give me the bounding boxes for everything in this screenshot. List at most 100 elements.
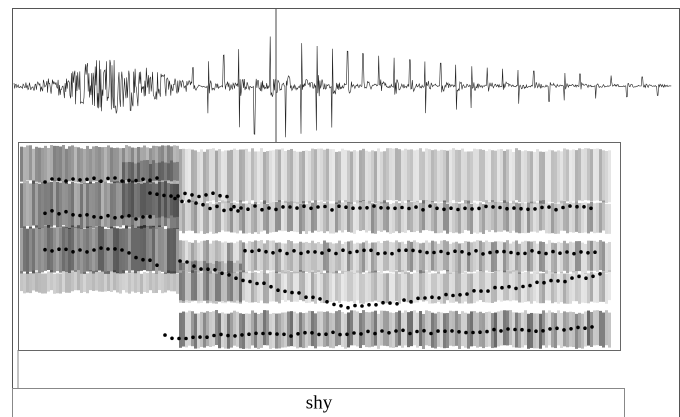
formant-point	[428, 204, 432, 208]
spectral-energy	[254, 202, 257, 233]
spectral-energy	[488, 311, 491, 347]
spectral-energy	[179, 200, 182, 231]
formant-point	[226, 333, 230, 338]
spectral-energy	[56, 145, 59, 181]
spectral-energy	[305, 241, 308, 272]
spectral-energy	[566, 149, 569, 202]
spectral-energy	[74, 226, 77, 272]
spectral-energy	[158, 146, 161, 182]
formant-point	[208, 206, 212, 211]
formant-point	[579, 250, 583, 254]
formant-point	[415, 329, 419, 334]
formant-point	[570, 276, 574, 280]
formant-point	[192, 264, 196, 268]
formant-point	[169, 194, 173, 198]
spectral-energy	[590, 201, 593, 232]
spectral-energy	[533, 201, 536, 232]
formant-point	[218, 193, 222, 198]
spectral-energy	[239, 200, 242, 231]
spectral-energy	[266, 240, 269, 271]
spectral-energy	[440, 240, 443, 271]
spectral-energy	[215, 310, 218, 346]
spectral-energy	[293, 243, 296, 274]
formant-point	[390, 251, 394, 256]
spectral-energy	[521, 203, 524, 234]
spectral-energy	[422, 242, 425, 273]
formant-point	[327, 248, 331, 253]
spectral-energy	[374, 151, 377, 204]
spectral-energy	[314, 313, 317, 349]
spectral-energy	[98, 271, 101, 292]
spectral-energy	[125, 272, 128, 293]
spectral-energy	[35, 225, 38, 271]
spectral-energy	[482, 203, 485, 234]
spectral-energy	[332, 243, 335, 274]
spectral-energy	[593, 272, 596, 303]
formant-point	[586, 251, 590, 255]
spectral-energy	[434, 313, 437, 349]
formant-point	[551, 249, 555, 254]
spectral-energy	[335, 311, 338, 347]
spectral-energy	[212, 311, 215, 347]
formant-point	[499, 329, 503, 333]
spectral-energy	[89, 226, 92, 272]
spectral-energy	[287, 201, 290, 232]
spectral-energy	[350, 202, 353, 233]
spectral-energy	[248, 272, 251, 303]
formant-point	[92, 176, 96, 180]
spectral-energy	[428, 273, 431, 304]
spectral-energy	[152, 145, 155, 181]
formant-point	[339, 304, 343, 308]
formant-point	[376, 251, 380, 256]
spectral-energy	[302, 271, 305, 302]
spectral-energy	[44, 273, 47, 294]
spectral-energy	[125, 225, 128, 271]
spectral-energy	[278, 200, 281, 231]
spectral-energy	[464, 271, 467, 302]
formant-point	[380, 329, 384, 333]
spectral-energy	[47, 182, 50, 228]
spectral-energy	[176, 273, 179, 294]
spectral-energy	[377, 313, 380, 349]
spectral-energy	[137, 272, 140, 293]
spectral-energy	[446, 150, 449, 203]
spectral-energy	[524, 271, 527, 302]
spectral-energy	[158, 181, 161, 227]
spectral-energy	[137, 162, 140, 218]
spectral-energy	[503, 200, 506, 231]
spectral-energy	[317, 202, 320, 233]
spectral-energy	[503, 310, 506, 346]
spectral-energy	[314, 273, 317, 304]
formant-point	[71, 250, 75, 254]
spectral-energy	[191, 200, 194, 231]
formant-point	[43, 247, 47, 252]
spectral-energy	[602, 241, 605, 272]
interval-label[interactable]: shy	[306, 392, 333, 413]
spectral-energy	[254, 240, 257, 271]
spectral-energy	[110, 183, 113, 229]
spectral-energy	[458, 273, 461, 304]
spectral-energy	[542, 151, 545, 204]
spectral-energy	[224, 201, 227, 232]
formant-point	[57, 247, 61, 251]
spectral-energy	[443, 150, 446, 203]
spectral-energy	[383, 240, 386, 271]
formant-point	[141, 215, 145, 219]
formant-point	[264, 249, 268, 254]
spectral-energy	[146, 272, 149, 293]
spectral-energy	[311, 148, 314, 201]
spectral-energy	[143, 145, 146, 181]
spectral-energy	[125, 162, 128, 218]
formant-point	[488, 250, 492, 255]
spectral-energy	[488, 241, 491, 272]
spectral-energy	[410, 241, 413, 272]
spectral-energy	[419, 148, 422, 201]
spectral-energy	[518, 150, 521, 203]
spectral-energy	[380, 273, 383, 304]
formant-point	[282, 332, 286, 337]
text-tier[interactable]	[12, 388, 625, 417]
spectral-energy	[449, 272, 452, 303]
spectral-energy	[287, 149, 290, 202]
formant-point	[248, 279, 252, 284]
spectral-energy	[470, 203, 473, 234]
